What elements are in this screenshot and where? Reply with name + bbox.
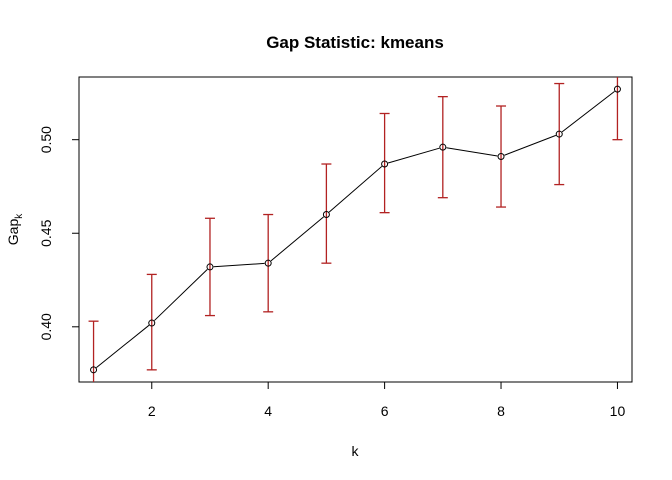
error-bar [88, 320, 99, 382]
y-axis-label-subscript: k [14, 213, 25, 219]
data-point [613, 85, 621, 93]
y-tick-label: 0.50 [38, 126, 54, 153]
error-bar [146, 273, 157, 371]
data-point [381, 160, 389, 168]
y-tick-label: 0.40 [38, 313, 54, 340]
x-tick-label: 4 [264, 403, 272, 419]
data-point [206, 263, 214, 271]
y-axis-label-main: Gap [5, 219, 21, 246]
error-bar [554, 82, 565, 186]
x-tick-label: 8 [497, 403, 505, 419]
x-axis-label: k [352, 443, 360, 459]
data-point [497, 153, 505, 161]
data-point [148, 319, 156, 327]
chart-title: Gap Statistic: kmeans [266, 33, 444, 52]
gap-series-line [96, 90, 615, 368]
data-point [439, 143, 447, 151]
error-bar [379, 112, 390, 214]
x-tick-label: 10 [610, 403, 626, 419]
data-point [555, 130, 563, 138]
plot-frame [78, 76, 633, 383]
x-tick-label: 2 [148, 403, 156, 419]
x-axis: 2 4 6 8 10 [148, 381, 626, 419]
error-bars [88, 77, 623, 382]
data-point [322, 211, 330, 219]
data-point [90, 366, 98, 374]
y-tick-label: 0.45 [38, 219, 54, 246]
y-axis: 0.40 0.45 0.50 [38, 126, 80, 340]
error-bar [496, 105, 507, 208]
data-point [264, 259, 272, 267]
error-bar [437, 95, 448, 199]
error-bar [263, 213, 274, 313]
error-bar [612, 77, 623, 141]
error-bar [321, 163, 332, 264]
error-bar [204, 217, 215, 317]
gap-points [90, 85, 621, 374]
x-tick-label: 6 [381, 403, 389, 419]
y-axis-label: Gapk [5, 213, 25, 245]
